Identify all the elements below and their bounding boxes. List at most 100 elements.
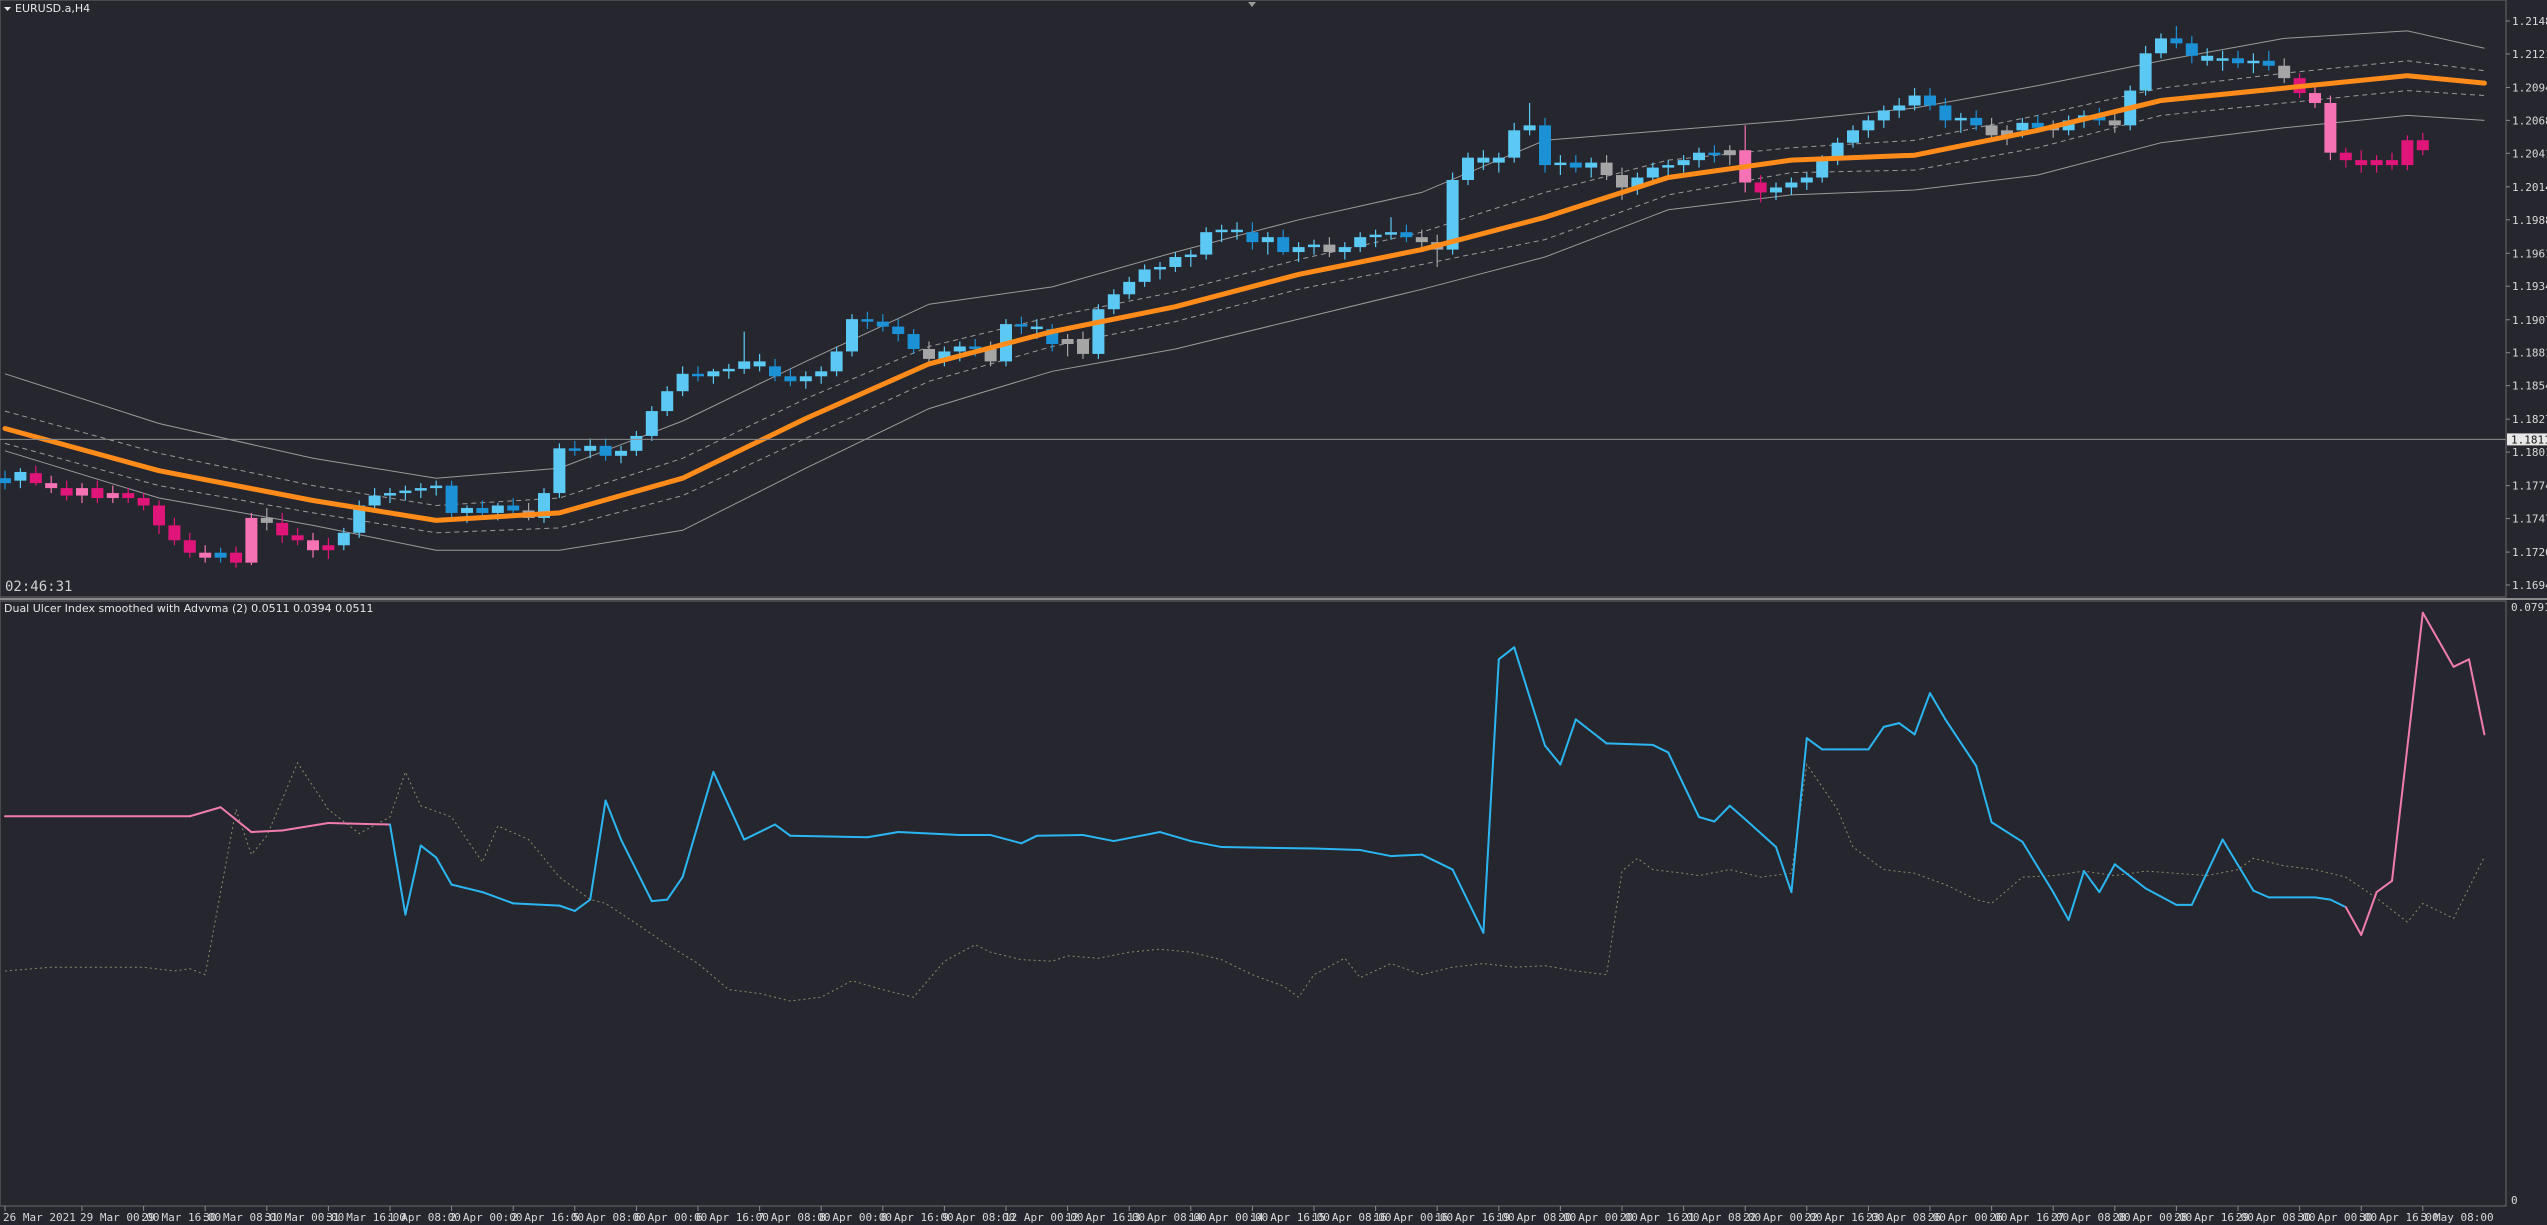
ulcer-main-segment xyxy=(1944,718,1978,767)
symbol-title[interactable]: EURUSD.a,H4 xyxy=(4,2,90,15)
bar-timer: 02:46:31 xyxy=(5,579,72,595)
candle xyxy=(2401,135,2414,171)
candle xyxy=(769,358,781,382)
candle xyxy=(1770,182,1782,200)
price-tick-label: 1.19610 xyxy=(2512,247,2547,260)
candle xyxy=(2355,150,2368,173)
time-tick-label: 26 Apr 00:00 xyxy=(1928,1211,2007,1224)
symbol-title-text: EURUSD.a,H4 xyxy=(15,2,90,15)
candle xyxy=(399,485,412,501)
ulcer-main-segment xyxy=(2421,611,2455,668)
candle xyxy=(938,346,951,367)
time-tick-label: 9 Apr 08:00 xyxy=(942,1211,1015,1224)
candle xyxy=(1754,175,1767,203)
ulcer-main-segment xyxy=(1035,834,1084,837)
candle xyxy=(2262,50,2275,71)
candle xyxy=(1277,229,1290,255)
candle xyxy=(2216,50,2229,71)
candle xyxy=(1523,102,1536,136)
ulcer-main-segment xyxy=(1867,725,1885,751)
band-lower-inner-line xyxy=(4,90,2485,534)
triangle-down-icon[interactable] xyxy=(1248,2,1256,7)
ulcer-main-segment xyxy=(2314,896,2332,901)
time-tick-label: 31 Mar 16:00 xyxy=(326,1211,405,1224)
candle xyxy=(1184,249,1197,267)
price-tick-label: 1.21215 xyxy=(2512,48,2547,61)
candle xyxy=(260,507,273,531)
candle xyxy=(2324,95,2337,161)
ulcer-main-segment xyxy=(866,831,900,839)
candle xyxy=(76,483,88,504)
time-tick-label: 28 Apr 00:00 xyxy=(2113,1211,2192,1224)
candle xyxy=(1924,88,1936,111)
candle xyxy=(1847,125,1859,148)
time-tick-label: 22 Apr 00:00 xyxy=(1743,1211,1822,1224)
ulcer-main-segment xyxy=(2083,870,2101,894)
candle xyxy=(1677,155,1690,173)
ulcer-main-segment xyxy=(1513,646,1531,698)
ulcer-main-segment xyxy=(2375,879,2393,894)
ulcer-main-segment xyxy=(2452,658,2470,668)
moving-average-path xyxy=(2,73,2487,523)
price-tick-label: 1.17475 xyxy=(2512,513,2547,526)
ulcer-main-segment xyxy=(1313,847,1362,852)
candle xyxy=(137,493,150,511)
candle xyxy=(183,532,196,558)
ulcer-main-segment xyxy=(327,822,391,826)
time-tick-label: 30 Apr 16:00 xyxy=(2359,1211,2438,1224)
ulcer-main-segment xyxy=(450,883,484,894)
indicator-title: Dual Ulcer Index smoothed with Advvma (2… xyxy=(4,602,374,615)
candle xyxy=(1600,155,1613,181)
candle xyxy=(645,406,658,441)
price-panel[interactable]: 1.21480 1.21215 1.20945 1.20680 1.20415 1.201… xyxy=(0,0,2547,598)
triangle-down-icon[interactable] xyxy=(4,7,11,11)
ulcer-main-segment xyxy=(650,898,669,903)
ulcer-main-segment xyxy=(250,829,284,834)
indicator-panel[interactable]: Dual Ulcer Index smoothed with Advvma (2… xyxy=(0,600,2547,1207)
ulcer-main-segment xyxy=(558,904,576,912)
candle xyxy=(476,500,489,518)
candle xyxy=(1462,152,1474,185)
candle xyxy=(830,346,843,377)
candle xyxy=(2155,33,2167,59)
indicator-axis-bottom: 0 xyxy=(2511,1194,2518,1207)
price-tick-label: 1.20680 xyxy=(2512,114,2547,127)
candle xyxy=(106,485,119,504)
time-tick-label: 5 Apr 08:00 xyxy=(573,1211,646,1224)
candle xyxy=(846,314,858,357)
candle xyxy=(1723,145,1736,166)
price-tick-label: 1.18545 xyxy=(2512,380,2547,393)
time-tick-label: 6 Apr 16:00 xyxy=(696,1211,769,1224)
ulcer-main-segment xyxy=(1482,658,1500,934)
current-price-label: 1.18112 xyxy=(2511,433,2547,446)
ulcer-main-segment xyxy=(2252,889,2270,899)
candle xyxy=(707,368,720,384)
candle xyxy=(1107,289,1120,315)
time-tick-label: 30 Mar 08:00 xyxy=(203,1211,282,1224)
candle xyxy=(1308,239,1320,255)
candle xyxy=(2278,58,2291,84)
candle xyxy=(1554,155,1567,176)
candle xyxy=(2170,25,2183,49)
candle xyxy=(1323,237,1336,258)
price-tick-label: 1.17205 xyxy=(2512,546,2547,559)
ulcer-main-segment xyxy=(1497,646,1516,661)
candle xyxy=(276,512,289,543)
band-upper-line xyxy=(4,30,2485,479)
moving-average-line xyxy=(2,73,2487,523)
ulcer-main-segment xyxy=(897,831,930,835)
ulcer-main-segment xyxy=(589,799,607,901)
candle xyxy=(307,532,319,558)
candle xyxy=(1246,222,1259,250)
candle xyxy=(199,545,212,563)
candle xyxy=(1662,160,1675,176)
price-tick-label: 1.18010 xyxy=(2512,446,2547,459)
candle xyxy=(661,386,674,417)
candle xyxy=(2309,85,2321,108)
candle xyxy=(799,371,812,389)
price-tick-label: 1.16940 xyxy=(2512,579,2547,592)
candle xyxy=(538,488,550,523)
candle xyxy=(1415,229,1428,248)
candle xyxy=(1292,242,1305,263)
